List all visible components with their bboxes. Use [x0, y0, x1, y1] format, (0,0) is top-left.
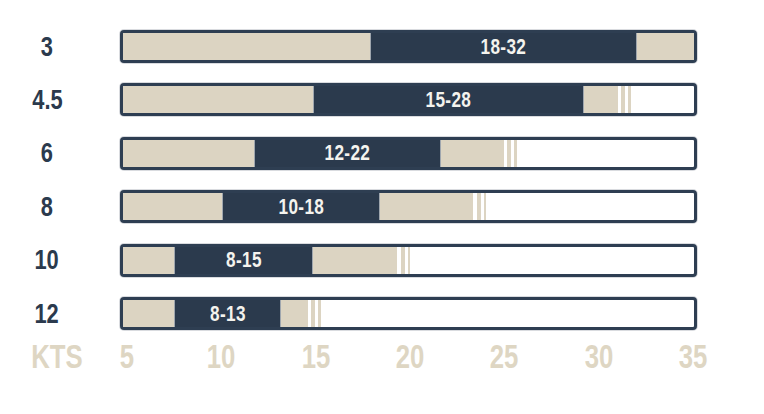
chart-row: 4.5 15-28: [0, 83, 764, 116]
row-size-label-text: 8: [41, 193, 53, 221]
row-size-label: 3: [0, 30, 94, 63]
row-size-label-text: 12: [35, 300, 59, 328]
wind-range-bar: 8-13: [120, 297, 697, 330]
axis-unit-label: KTS: [31, 339, 82, 375]
axis-tick-label: 25: [490, 339, 519, 375]
fade-stripe: [621, 86, 625, 113]
range-label: 18-32: [481, 36, 527, 58]
fade-stripe: [477, 193, 481, 220]
axis-tick-label: 15: [301, 339, 330, 375]
segment-usable-high: [380, 193, 473, 220]
row-size-label-text: 10: [35, 246, 59, 274]
wind-range-bar: 15-28: [120, 83, 697, 116]
fade-stripe: [401, 247, 405, 274]
segment-usable-high: [281, 300, 308, 327]
segment-usable-low: [123, 33, 370, 60]
chart-row: 3 18-32: [0, 30, 764, 63]
fade-stripe: [408, 247, 410, 274]
segment-usable-high: [441, 140, 504, 167]
segment-ideal-range: 15-28: [313, 86, 583, 113]
range-label: 15-28: [426, 89, 472, 111]
segment-ideal-range: 18-32: [370, 33, 636, 60]
segment-ideal-range: 8-15: [174, 247, 313, 274]
chart-row: 12 8-13: [0, 297, 764, 330]
row-size-label: 4.5: [0, 83, 94, 116]
row-size-label-text: 3: [41, 33, 53, 61]
axis-tick-label: 20: [396, 339, 425, 375]
axis-tick-label: 30: [584, 339, 613, 375]
row-size-label: 12: [0, 297, 94, 330]
row-size-label-text: 6: [41, 139, 53, 167]
segment-ideal-range: 12-22: [254, 140, 441, 167]
row-size-label: 6: [0, 137, 94, 170]
fade-stripe: [484, 193, 486, 220]
fade-stripe: [514, 140, 516, 167]
segment-usable-high: [313, 247, 397, 274]
row-size-label: 10: [0, 244, 94, 277]
segment-ideal-range: 8-13: [174, 300, 281, 327]
row-size-label: 8: [0, 190, 94, 223]
x-axis: KTS 5 10 15 20 25 30 35: [0, 339, 764, 379]
chart-row: 6 12-22: [0, 137, 764, 170]
wind-range-bar: 8-15: [120, 244, 697, 277]
fade-stripe: [507, 140, 511, 167]
wind-range-bar: 10-18: [120, 190, 697, 223]
wind-range-bar: 18-32: [120, 30, 697, 63]
segment-usable-low: [123, 86, 313, 113]
fade-stripe: [311, 300, 315, 327]
wind-range-bar: 12-22: [120, 137, 697, 170]
fade-stripe: [628, 86, 630, 113]
range-label: 8-15: [226, 249, 262, 271]
segment-usable-high: [584, 86, 618, 113]
segment-usable-low: [123, 300, 174, 327]
fade-stripe: [318, 300, 320, 327]
axis-tick-label: 5: [120, 339, 134, 375]
segment-usable-low: [123, 247, 174, 274]
segment-usable-low: [123, 193, 222, 220]
chart-row: 10 8-15: [0, 244, 764, 277]
segment-usable-high: [637, 33, 694, 60]
kite-wind-range-chart: 3 18-32 4.5 15-28 6 12-22: [0, 0, 764, 414]
segment-usable-low: [123, 140, 254, 167]
segment-ideal-range: 10-18: [222, 193, 380, 220]
range-label: 12-22: [325, 142, 371, 164]
axis-tick-label: 35: [679, 339, 708, 375]
axis-tick-label: 10: [207, 339, 236, 375]
range-label: 10-18: [278, 196, 324, 218]
row-size-label-text: 4.5: [32, 86, 62, 114]
range-label: 8-13: [210, 303, 246, 325]
chart-row: 8 10-18: [0, 190, 764, 223]
